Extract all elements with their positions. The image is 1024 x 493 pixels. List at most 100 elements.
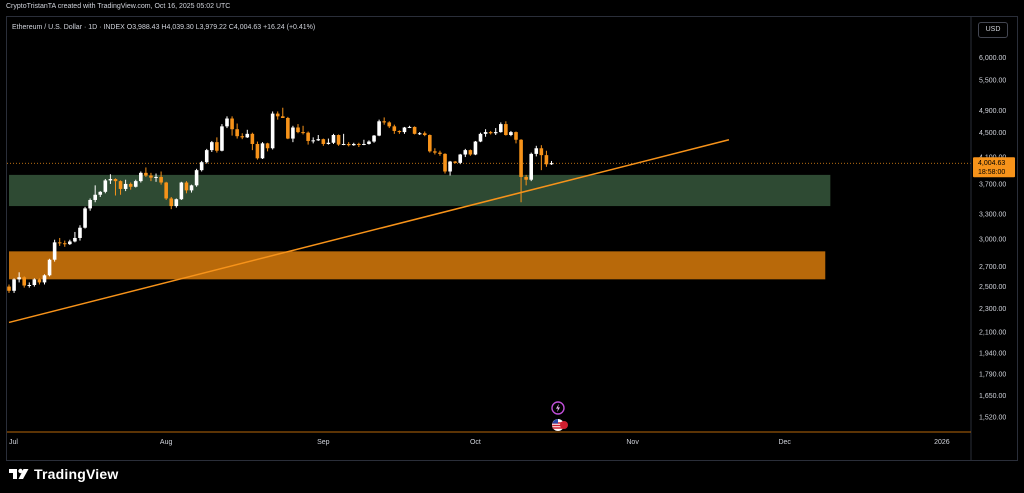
candle-body	[438, 152, 442, 154]
candle	[296, 124, 300, 134]
candles-layer	[7, 107, 554, 293]
candle	[483, 129, 488, 137]
candle	[220, 124, 224, 152]
candle-body	[514, 132, 518, 140]
candle-body	[549, 163, 554, 165]
price-tick-label: 5,500.00	[979, 78, 1006, 85]
candle	[488, 130, 493, 135]
candle	[27, 282, 32, 288]
candle	[210, 140, 214, 152]
candle	[301, 125, 305, 135]
price-tick-label: 1,650.00	[979, 393, 1006, 400]
candle-body	[159, 176, 163, 183]
candle	[78, 225, 82, 241]
candle	[230, 116, 234, 136]
candle	[412, 126, 417, 135]
candle-body	[433, 151, 437, 153]
candle-body	[428, 135, 432, 152]
candle-body	[341, 143, 346, 145]
candle	[514, 131, 518, 144]
candle-body	[483, 132, 488, 134]
candle-body	[164, 182, 168, 199]
candle-body	[372, 135, 376, 142]
candle-body	[93, 194, 97, 200]
price-badge-countdown: 18:58:00	[978, 169, 1005, 176]
candle	[174, 198, 179, 208]
price-axis: 6,000.005,500.004,900.004,500.004,100.00…	[970, 17, 1006, 461]
time-tick-label: Nov	[626, 439, 639, 446]
candle	[493, 128, 498, 136]
candle	[204, 148, 209, 164]
candle	[524, 174, 528, 186]
candle	[149, 172, 153, 182]
candle-body	[417, 133, 422, 135]
candle-body	[12, 279, 16, 291]
open-value: O3,988.43	[126, 24, 160, 31]
candle-body	[118, 181, 123, 189]
candle	[291, 125, 295, 143]
change-value: +16.24 (+0.41%)	[263, 24, 316, 31]
candle	[47, 258, 52, 277]
candle-body	[52, 242, 57, 260]
lightning-icon[interactable]	[551, 401, 565, 415]
candle	[438, 150, 442, 156]
candle	[179, 181, 184, 200]
candle-body	[42, 275, 47, 283]
candle-body	[458, 154, 463, 163]
candle	[448, 160, 452, 176]
candle	[73, 231, 77, 243]
candle-body	[453, 161, 457, 163]
candle	[519, 139, 523, 203]
time-tick-label: Sep	[317, 439, 330, 446]
price-badge	[973, 157, 1015, 178]
candle-body	[210, 142, 214, 151]
candle-body	[382, 121, 386, 123]
candle	[433, 148, 437, 155]
candle-body	[468, 150, 473, 155]
candle-body	[291, 127, 295, 139]
candle	[83, 206, 87, 229]
candle	[402, 126, 407, 134]
lower-zone	[9, 251, 826, 280]
candle-body	[47, 259, 52, 276]
candle-body	[174, 199, 179, 207]
candle	[509, 130, 513, 137]
candle-body	[346, 143, 351, 146]
candle-body	[194, 170, 199, 186]
candle	[377, 119, 381, 137]
candle	[422, 131, 427, 137]
price-badge-layer: 4,004.63 18:58:00	[973, 157, 1015, 178]
currency-button[interactable]: USD	[978, 22, 1008, 38]
candle-body	[68, 241, 72, 245]
candle-body	[57, 242, 62, 244]
candle	[336, 134, 341, 146]
candle	[270, 111, 275, 150]
candle-body	[362, 143, 366, 145]
candle-body	[78, 227, 82, 238]
candle	[331, 133, 336, 144]
candle	[57, 237, 62, 246]
chart-pane-border	[6, 16, 1018, 461]
candle-body	[351, 143, 356, 146]
trendline-layer	[8, 139, 730, 324]
candle-body	[270, 113, 275, 149]
candle-body	[336, 135, 341, 145]
price-tick-label: 2,700.00	[979, 264, 1006, 271]
candle-body	[265, 143, 270, 149]
candle	[32, 278, 37, 287]
credit-text: CryptoTristanTA created with TradingView…	[6, 3, 231, 10]
time-tick-label: Oct	[470, 439, 481, 446]
candle	[52, 239, 57, 262]
candle-body	[139, 172, 143, 182]
symbol-name: Ethereum / U.S. Dollar · 1D · INDEX	[12, 24, 125, 31]
candle	[311, 137, 315, 144]
candle	[504, 121, 508, 136]
candle	[280, 107, 285, 118]
candle	[387, 121, 392, 129]
us-flag-icon[interactable]	[551, 418, 569, 432]
candle	[498, 122, 503, 133]
candle-body	[32, 279, 37, 286]
price-tick-label: 1,520.00	[979, 414, 1006, 421]
